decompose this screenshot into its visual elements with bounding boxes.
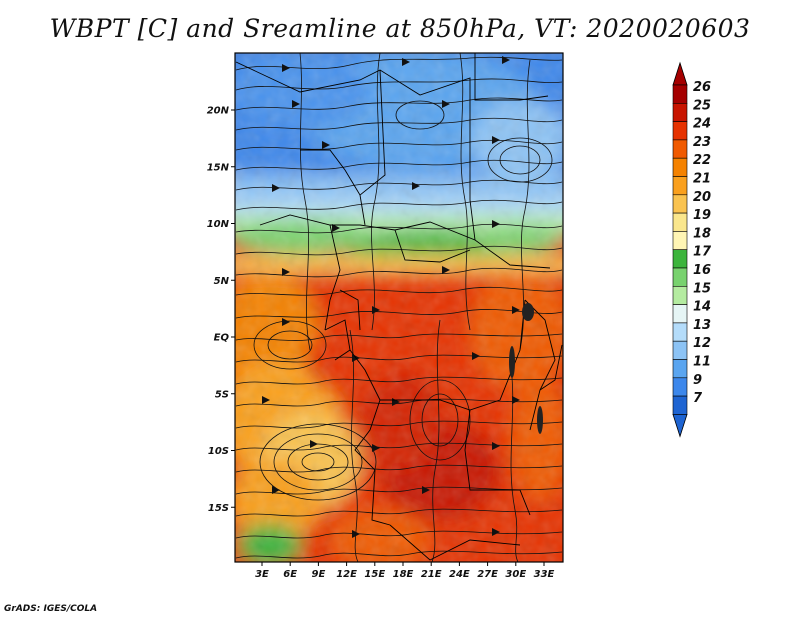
colorbar-swatch <box>672 340 688 360</box>
lon-label: 24E <box>449 569 470 580</box>
colorbar-label: 24 <box>693 117 711 132</box>
country-borders <box>235 53 563 561</box>
colorbar-label: 11 <box>693 355 711 370</box>
map-title: WBPT [C] and Sreamline at 850hPa, VT: 20… <box>49 14 751 43</box>
colorbar-swatch <box>672 304 688 324</box>
lon-label: 21E <box>421 569 442 580</box>
colorbar-label: 22 <box>693 153 711 168</box>
map-frame <box>234 52 564 563</box>
grads-credit: GrADS: IGES/COLA <box>4 604 98 614</box>
colorbar-label: 16 <box>693 263 711 278</box>
colorbar: 26 25 24 23 22 21 20 19 18 17 16 15 14 13 12 11 9 7 <box>672 61 712 438</box>
colorbar-swatch <box>672 84 688 104</box>
lat-label: 10N <box>207 219 230 230</box>
lon-label: 33E <box>534 569 555 580</box>
colorbar-swatch <box>672 249 688 269</box>
colorbar-swatch <box>672 359 688 379</box>
colorbar-swatch <box>672 212 688 232</box>
colorbar-label: 23 <box>693 135 711 150</box>
latitude-axis: 20N 15N 10N 5N EQ 5S 10S 15S <box>207 106 235 514</box>
colorbar-top-arrow <box>672 61 688 86</box>
lon-label: 6E <box>283 569 297 580</box>
colorbar-swatch <box>672 139 688 159</box>
lat-label: 5N <box>214 276 230 287</box>
colorbar-bottom-arrow <box>672 413 688 438</box>
longitude-axis: 3E 6E 9E 12E 15E 18E 21E 24E 27E 30E 33E <box>255 562 555 580</box>
colorbar-label: 20 <box>693 190 711 205</box>
colorbar-label: 25 <box>693 98 711 113</box>
lon-label: 18E <box>393 569 414 580</box>
lon-label: 3E <box>255 569 269 580</box>
colorbar-swatch <box>672 231 688 250</box>
streamlines <box>235 53 563 562</box>
colorbar-swatch <box>672 176 688 196</box>
lon-label: 12E <box>336 569 357 580</box>
colorbar-swatch <box>672 395 688 415</box>
colorbar-swatch <box>672 194 688 214</box>
lakes <box>509 303 543 434</box>
colorbar-swatch <box>672 121 688 141</box>
colorbar-label: 18 <box>693 226 711 241</box>
colorbar-label: 17 <box>693 245 712 260</box>
colorbar-swatch <box>672 322 688 342</box>
lat-label: 20N <box>207 106 230 117</box>
colorbar-label: 7 <box>693 391 703 406</box>
colorbar-label: 14 <box>693 300 711 315</box>
colorbar-swatch <box>672 267 688 287</box>
lon-label: 30E <box>505 569 526 580</box>
lat-label: EQ <box>214 333 230 344</box>
colorbar-label: 12 <box>693 336 711 351</box>
colorbar-swatch <box>672 103 688 122</box>
lon-label: 9E <box>312 569 326 580</box>
lat-label: 15S <box>208 503 229 514</box>
streamline-arrows <box>262 56 520 538</box>
lat-label: 5S <box>215 389 229 400</box>
colorbar-swatch <box>672 157 688 177</box>
lat-label: 10S <box>208 446 229 457</box>
lat-label: 15N <box>207 162 230 173</box>
colorbar-swatch <box>672 377 688 397</box>
colorbar-label: 9 <box>693 373 702 388</box>
colorbar-label: 21 <box>693 172 711 187</box>
colorbar-label: 13 <box>693 318 711 333</box>
colorbar-swatch <box>672 285 688 305</box>
colorbar-label: 15 <box>693 281 711 296</box>
colorbar-label: 19 <box>693 208 711 223</box>
lon-label: 27E <box>477 569 498 580</box>
wbpt-field <box>235 53 563 562</box>
colorbar-label: 26 <box>693 80 711 95</box>
lon-label: 15E <box>364 569 385 580</box>
